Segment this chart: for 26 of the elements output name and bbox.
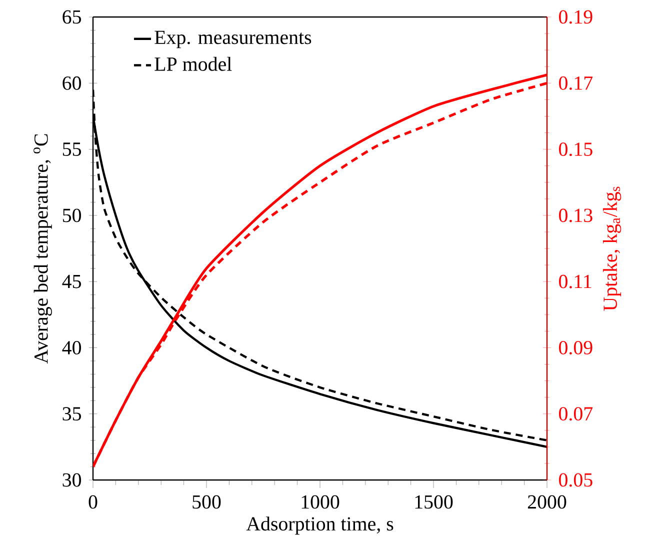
- x-axis-title: Adsorption time, s: [246, 516, 394, 535]
- y2-tick-label: 0.19: [559, 10, 592, 24]
- y2-tick-label: 0.05: [559, 473, 592, 487]
- x-tick-label: 2000: [528, 495, 566, 509]
- x-tick-label: 1500: [415, 495, 453, 509]
- y2-tick-label: 0.17: [559, 76, 593, 90]
- y2-axis-title: Uptake, kg$_{a}$/kg$_{s}$: [602, 186, 622, 311]
- y-tick-label: 55: [62, 142, 81, 156]
- y2-tick-label: 0.09: [559, 340, 592, 354]
- y-tick-label: 45: [62, 274, 81, 288]
- y-tick-label: 50: [62, 208, 81, 222]
- y-axis-title: Average bed temperature, $^{o}$C: [34, 134, 52, 364]
- y2-tick-label: 0.13: [559, 208, 592, 222]
- x-tick-label: 1000: [302, 495, 340, 509]
- y-tick-label: 35: [62, 407, 81, 421]
- y2-tick-label: 0.15: [559, 142, 592, 156]
- y2-tick-label: 0.11: [559, 274, 592, 288]
- y-tick-label: 30: [62, 473, 81, 487]
- y-tick-label: 65: [62, 10, 81, 24]
- legend-label: LP model: [154, 56, 232, 71]
- y2-tick-label: 0.07: [559, 407, 593, 421]
- legend-label: Exp. measurements: [154, 30, 312, 48]
- y-tick-label: 60: [62, 76, 81, 90]
- y-tick-label: 40: [62, 340, 81, 354]
- x-tick-label: 500: [192, 495, 221, 509]
- x-tick-label: 0: [88, 495, 98, 509]
